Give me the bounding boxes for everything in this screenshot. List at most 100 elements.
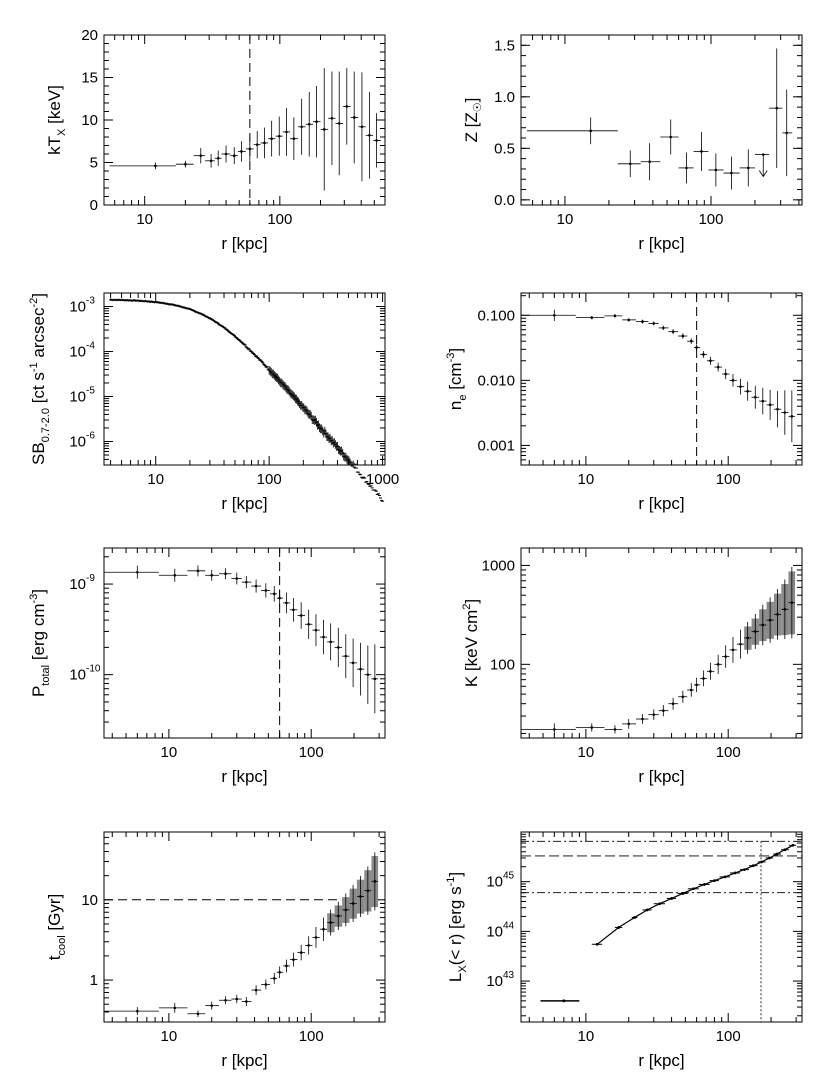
y-tick-exponent: 44 xyxy=(503,920,515,931)
y-tick-label: 1 xyxy=(90,972,98,989)
y-tick-base: 0.5 xyxy=(494,140,515,157)
data-point xyxy=(783,608,787,611)
data-point xyxy=(627,722,631,726)
x-axis-title: r [kpc] xyxy=(638,494,684,513)
y-tick-label: 1.5 xyxy=(494,37,515,54)
data-point xyxy=(344,654,348,658)
data-point xyxy=(785,131,789,135)
data-point xyxy=(329,640,332,644)
data-point xyxy=(235,577,239,580)
data-point xyxy=(685,166,688,170)
data-point xyxy=(216,156,220,160)
data-point xyxy=(590,726,594,729)
y-axis-title-main: t xyxy=(45,955,64,960)
y-tick-base: 10 xyxy=(69,667,86,684)
data-point xyxy=(299,614,303,617)
data-point xyxy=(366,889,370,892)
y-tick-base: 10 xyxy=(69,389,86,406)
plot-frame xyxy=(520,547,803,739)
y-tick-base: 0.0 xyxy=(494,192,515,209)
x-tick-label: 10 xyxy=(147,471,164,488)
y-axis-title-exp: -1 xyxy=(445,877,457,887)
data-point xyxy=(590,316,594,319)
data-point xyxy=(345,105,349,108)
y-tick-label: 10 xyxy=(69,299,86,316)
data-point xyxy=(255,143,259,146)
data-point xyxy=(351,902,355,905)
data-point xyxy=(739,385,742,388)
y-tick-exponent: 43 xyxy=(503,970,515,981)
data-point xyxy=(761,623,765,627)
y-axis-title: K [keV cm2] xyxy=(461,599,481,687)
plot-frame xyxy=(103,292,386,466)
y-tick-label: 20 xyxy=(81,27,98,44)
panel-tcool: 10 100 1 10 r [kpc] tcool [Gyr] xyxy=(45,831,386,1070)
data-point xyxy=(589,129,592,133)
data-point xyxy=(300,125,303,129)
data-point xyxy=(724,655,727,658)
plot-frame xyxy=(103,831,386,1023)
y-axis-title-sub: 0.7-2.0 xyxy=(40,408,52,442)
x-axis-title: r [kpc] xyxy=(221,494,267,513)
y-axis-title-tail: arcsec xyxy=(29,307,48,362)
data-point xyxy=(322,128,326,131)
x-tick-label: 1000 xyxy=(366,471,399,488)
y-axis-title: Ptotal [erg cm-3] xyxy=(28,589,52,697)
y-tick-base: 10 xyxy=(81,892,98,909)
data-point xyxy=(292,608,295,612)
data-point xyxy=(307,122,311,126)
data-point xyxy=(272,977,276,980)
y-axis-title-sub: e xyxy=(457,395,469,401)
data-point xyxy=(553,313,556,317)
data-point xyxy=(307,944,310,947)
panel-K: 10 100 100 1000 r [kpc] K [keV cm2] xyxy=(461,547,803,786)
y-tick-base: 0.100 xyxy=(477,307,515,324)
data-point xyxy=(743,868,746,872)
sun-symbol-icon: ☉ xyxy=(472,102,484,112)
data-point xyxy=(761,153,765,156)
data-point xyxy=(366,673,370,676)
data-point xyxy=(692,887,695,891)
y-axis-title-close: ] xyxy=(462,599,481,604)
data-point xyxy=(658,902,662,906)
data-point xyxy=(702,883,706,886)
y-tick-base: 0.001 xyxy=(477,437,515,454)
data-point xyxy=(681,892,685,895)
data-point xyxy=(292,958,295,961)
y-axis-title-main: kT xyxy=(45,136,64,155)
data-point xyxy=(670,897,673,900)
x-axis-title: r [kpc] xyxy=(221,234,267,253)
y-axis-title: ne [cm-3] xyxy=(445,348,469,410)
y-tick-label: 10 xyxy=(69,389,86,406)
data-point xyxy=(702,677,705,680)
y-tick-label: 100 xyxy=(490,656,515,673)
data-point xyxy=(292,137,296,140)
data-point xyxy=(278,596,281,600)
data-point xyxy=(627,318,631,322)
data-point xyxy=(702,353,705,356)
y-tick-exponent: -6 xyxy=(86,430,95,441)
y-axis-title-sub: cool xyxy=(56,935,68,955)
y-tick-base: 10 xyxy=(69,344,86,361)
data-point xyxy=(652,713,656,716)
data-point xyxy=(199,154,203,157)
y-tick-base: 1.0 xyxy=(494,89,515,106)
x-tick-label: 10 xyxy=(557,211,574,228)
plot-frame xyxy=(103,34,386,206)
y-axis-title-main: Z [Z xyxy=(462,112,481,142)
y-tick-label: 0.0 xyxy=(494,192,515,209)
y-tick-exponent: -10 xyxy=(86,664,101,675)
data-point xyxy=(739,642,742,646)
y-axis-title-close: ] xyxy=(29,293,48,298)
data-point xyxy=(746,166,750,170)
y-axis-title-suffix: ] xyxy=(462,98,481,103)
y-axis-title-suffix: (< r) [erg s xyxy=(446,886,465,965)
y-axis-title-exp: -3 xyxy=(28,594,40,604)
data-point xyxy=(351,661,355,665)
plot-frame xyxy=(103,547,386,739)
y-tick-label: 10 xyxy=(486,874,503,891)
x-tick-label: 10 xyxy=(161,1028,178,1045)
data-point xyxy=(322,927,325,931)
data-point xyxy=(760,860,764,864)
